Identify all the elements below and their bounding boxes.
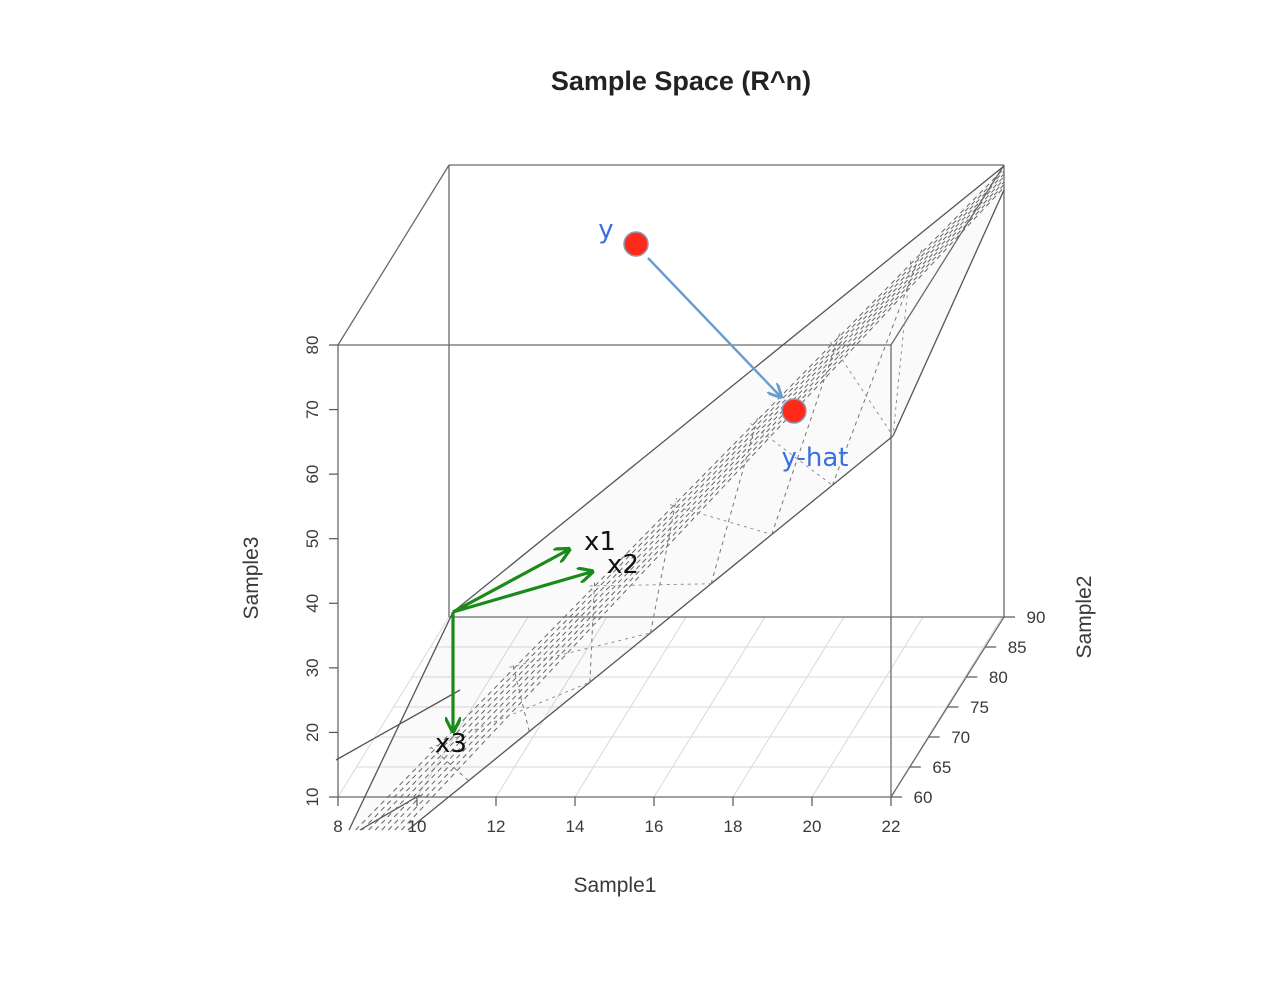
y-tick-label: 80 <box>303 336 322 355</box>
plane-hatch <box>831 248 923 486</box>
x-tick-label: 8 <box>333 817 342 836</box>
plane-edge <box>335 689 461 761</box>
plane-hatch <box>589 580 596 683</box>
y-tick-label: 20 <box>303 723 322 742</box>
chart-title: Sample Space (R^n) <box>551 66 811 96</box>
x-tick-label: 20 <box>803 817 822 836</box>
y-tick-label: 70 <box>303 400 322 419</box>
y-tick-label: 50 <box>303 529 322 548</box>
x-tick-label: 10 <box>408 817 427 836</box>
z-axis-label: Sample2 <box>1073 576 1096 659</box>
plane-hatch <box>710 414 759 584</box>
plane-hatch <box>509 632 651 668</box>
z-tick-label: 60 <box>914 788 933 807</box>
plane-hatch <box>749 422 833 486</box>
x-tick-label: 14 <box>566 817 585 836</box>
z-tick-label: 70 <box>951 728 970 747</box>
y-tick-label: 30 <box>303 658 322 677</box>
plane-hatch <box>830 341 894 437</box>
vector-x3-label: x3 <box>435 729 467 759</box>
vector-x1-arrow <box>452 550 568 614</box>
z-tick-label: 80 <box>989 668 1008 687</box>
plane-edge <box>452 165 1005 613</box>
box-edge <box>890 164 1005 346</box>
x-tick-label: 22 <box>882 817 901 836</box>
x-axis-label: Sample1 <box>574 874 657 897</box>
plane-hatch <box>394 184 1005 831</box>
plane-hatch <box>361 170 1005 831</box>
plane-hatch <box>512 663 530 732</box>
projection-arrow <box>647 257 780 396</box>
y-tick-label: 60 <box>303 465 322 484</box>
sample1-axis: 8 10 12 14 16 18 20 22 <box>333 797 900 836</box>
plane-hatch <box>381 178 1005 831</box>
z-tick-label: 90 <box>1027 608 1046 627</box>
point-y-hat <box>781 398 807 424</box>
plane-edge <box>348 611 454 831</box>
point-y-label: y <box>598 215 613 245</box>
plane-hatch <box>374 176 1005 831</box>
regression-plane <box>335 165 1005 831</box>
sample3-axis: 10 20 30 40 50 60 70 80 <box>303 336 338 807</box>
plane-hatch <box>387 181 1005 831</box>
plane-hatch <box>355 168 1005 831</box>
plane-hatch <box>430 746 469 782</box>
bounding-box <box>337 164 1005 798</box>
plane-hatch <box>401 186 1005 831</box>
plane-edge <box>892 189 1005 437</box>
x-tick-label: 12 <box>487 817 506 836</box>
x-tick-label: 16 <box>645 817 664 836</box>
floor-grid <box>337 616 1004 798</box>
plane-hatch <box>892 260 912 437</box>
y-axis-label: Sample3 <box>240 537 263 620</box>
vector-x2-arrow <box>452 572 591 614</box>
y-tick-label: 10 <box>303 788 322 807</box>
plane-hatch <box>771 331 841 535</box>
point-y-hat-label: y-hat <box>782 443 849 473</box>
z-tick-label: 65 <box>932 758 951 777</box>
data-points: y y-hat <box>598 215 848 473</box>
vector-x2-label: x2 <box>607 550 639 580</box>
y-tick-label: 40 <box>303 594 322 613</box>
box-edge <box>337 164 450 346</box>
plane-hatch <box>650 497 677 634</box>
z-tick-label: 85 <box>1008 638 1027 657</box>
plane-hatch <box>429 681 591 750</box>
x-tick-label: 18 <box>724 817 743 836</box>
z-tick-label: 75 <box>970 698 989 717</box>
vector-x1-label: x1 <box>584 527 616 557</box>
point-y <box>623 231 649 257</box>
